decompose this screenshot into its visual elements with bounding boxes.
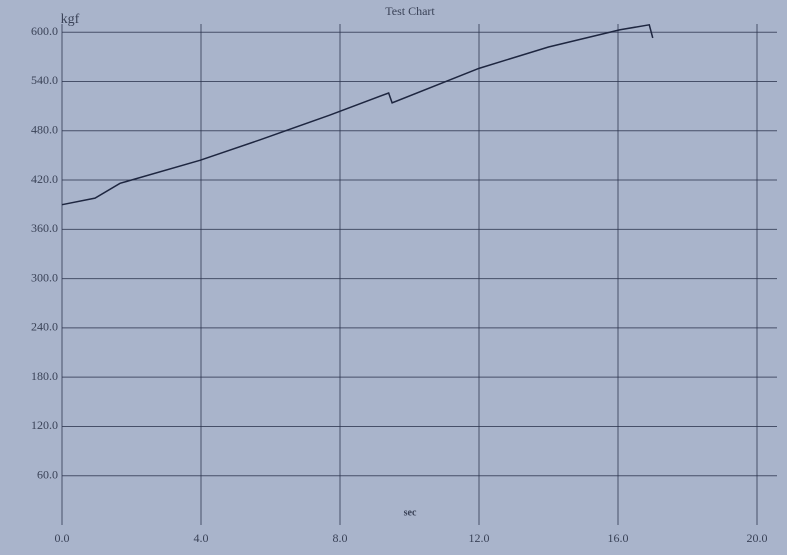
y-tick-label: 540.0 xyxy=(31,73,58,87)
y-tick-label: 360.0 xyxy=(31,221,58,235)
y-tick-label: 60.0 xyxy=(37,467,58,481)
x-axis-label: sec xyxy=(404,507,417,518)
x-tick-label: 0.0 xyxy=(55,531,70,545)
x-tick-label: 20.0 xyxy=(747,531,768,545)
x-tick-label: 8.0 xyxy=(333,531,348,545)
chart-title: Test Chart xyxy=(385,4,435,18)
y-tick-label: 480.0 xyxy=(31,123,58,137)
x-tick-label: 16.0 xyxy=(608,531,629,545)
x-tick-label: 12.0 xyxy=(469,531,490,545)
y-tick-label: 120.0 xyxy=(31,418,58,432)
y-tick-label: 240.0 xyxy=(31,320,58,334)
y-axis-label: kgf xyxy=(61,12,80,27)
y-tick-label: 420.0 xyxy=(31,172,58,186)
data-line xyxy=(61,23,654,206)
y-tick-label: 600.0 xyxy=(31,24,58,38)
y-tick-label: 300.0 xyxy=(31,270,58,284)
x-tick-label: 4.0 xyxy=(194,531,209,545)
y-tick-label: 180.0 xyxy=(31,369,58,383)
